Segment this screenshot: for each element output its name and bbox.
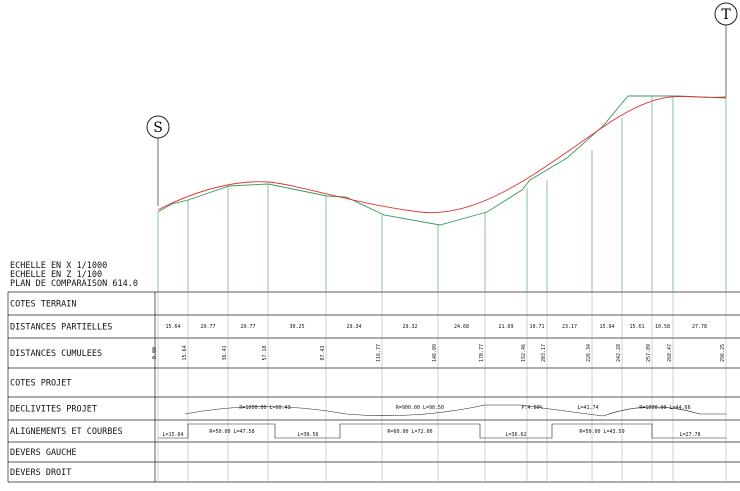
end-marker xyxy=(714,2,738,26)
row-label: ALIGNEMENTS ET COURBES xyxy=(10,427,123,437)
cumulative-distance: 57.18 xyxy=(262,345,268,360)
declivity-label: L=41.74 xyxy=(577,405,598,411)
declivity-label: P:4.00% xyxy=(521,405,542,411)
cumulative-distance: 203.17 xyxy=(541,344,547,362)
partial-distance: 24.68 xyxy=(454,324,469,330)
row-label: COTES PROJET xyxy=(10,379,71,389)
partial-distance: 15.94 xyxy=(599,324,614,330)
alignment-label: R=50.00 L=47.58 xyxy=(209,429,254,435)
partial-distance: 21.69 xyxy=(498,324,513,330)
partial-distance: 20.77 xyxy=(200,324,215,330)
declivity-label: R=900.00 L=90.50 xyxy=(396,405,444,411)
terrain-line xyxy=(157,95,727,226)
alignment-label: L=27.78 xyxy=(679,432,700,438)
cumulative-distance: 116.77 xyxy=(376,344,382,362)
start-marker xyxy=(146,115,170,139)
cumulative-distance: 268.47 xyxy=(667,344,673,362)
row-label: DEVERS GAUCHE xyxy=(10,448,77,458)
partial-distance: 29.32 xyxy=(402,324,417,330)
partial-distance: 10.71 xyxy=(529,324,544,330)
header-line: ECHELLE EN X 1/1000 xyxy=(10,261,107,271)
alignment-steps xyxy=(158,423,726,439)
header-line: ECHELLE EN Z 1/100 xyxy=(10,270,102,280)
row-label: DECLIVITES PROJET xyxy=(10,405,97,415)
partial-distance: 29.34 xyxy=(346,324,361,330)
cumulative-distance: 0.00 xyxy=(152,347,158,359)
row-label: DISTANCES PARTIELLES xyxy=(10,323,112,333)
cumulative-distance: 242.28 xyxy=(616,344,622,362)
start-label: S xyxy=(153,120,163,136)
cumulative-distance: 192.46 xyxy=(521,344,527,362)
partial-distance: 10.58 xyxy=(655,324,670,330)
alignment-label: L=36.62 xyxy=(505,432,526,438)
partial-distance: 23.17 xyxy=(562,324,577,330)
partial-distance: 27.78 xyxy=(692,324,707,330)
end-label: T xyxy=(721,7,731,23)
row-label: COTES TERRAIN xyxy=(10,300,77,310)
declivity-curves xyxy=(184,404,726,417)
partial-distance: 20.77 xyxy=(240,324,255,330)
row-label: DISTANCES CUMULEES xyxy=(10,349,102,359)
cumulative-distance: 296.25 xyxy=(720,344,726,362)
partial-distance: 15.61 xyxy=(629,324,644,330)
cumulative-distance: 226.34 xyxy=(586,344,592,362)
header-line: PLAN DE COMPARAISON 614.0 xyxy=(10,279,138,289)
row-label: DEVERS DROIT xyxy=(10,468,71,478)
partial-distance: 15.64 xyxy=(165,324,180,330)
alignment-label: R=50.00 L=43.59 xyxy=(579,429,624,435)
cumulative-distance: 36.41 xyxy=(222,345,228,360)
declivity-label: R=1000.00 L=44.66 xyxy=(639,405,690,411)
partial-distance: 30.25 xyxy=(289,324,304,330)
cumulative-distance: 170.77 xyxy=(479,344,485,362)
cumulative-distance: 257.89 xyxy=(646,344,652,362)
declivity-label: R=1000.00 L=60.43 xyxy=(239,405,290,411)
cumulative-distance: 146.09 xyxy=(432,344,438,362)
cumulative-distance: 87.43 xyxy=(320,345,326,360)
alignment-label: L=15.64 xyxy=(162,432,183,438)
project-line xyxy=(157,96,727,214)
alignment-label: R=60.00 L=72.06 xyxy=(387,429,432,435)
cumulative-distance: 15.64 xyxy=(182,345,188,360)
alignment-label: L=30.56 xyxy=(297,432,318,438)
